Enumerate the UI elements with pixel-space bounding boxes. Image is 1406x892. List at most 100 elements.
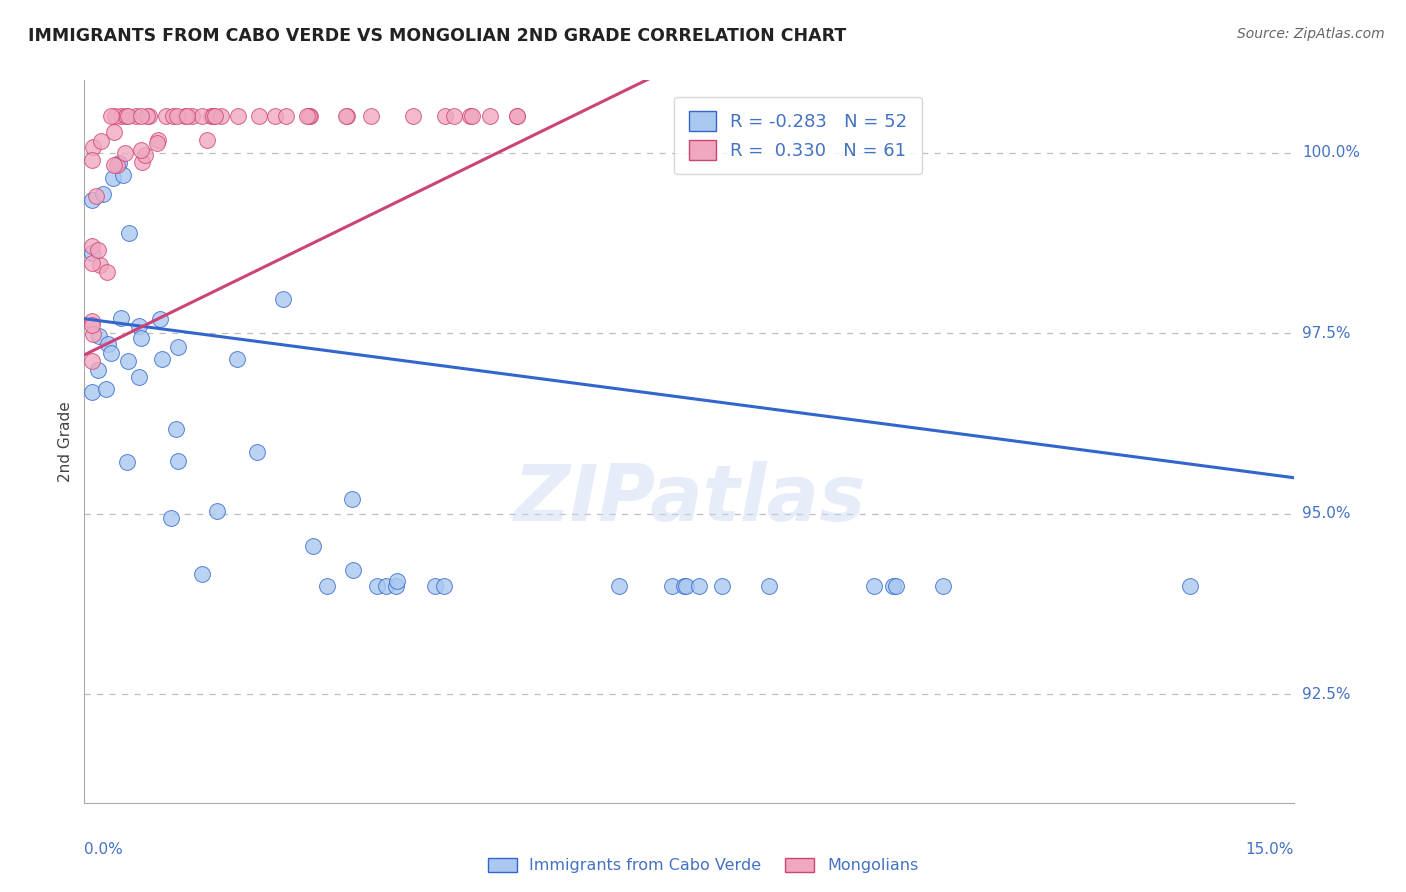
Point	[298, 109, 321, 123]
Point	[87, 329, 110, 343]
Point	[86, 243, 108, 257]
Point	[884, 579, 907, 593]
Point	[107, 158, 129, 172]
Point	[758, 579, 780, 593]
Point	[146, 136, 169, 150]
Point	[91, 187, 114, 202]
Point	[114, 146, 136, 161]
Point	[688, 579, 710, 593]
Point	[433, 579, 456, 593]
Point	[82, 140, 104, 154]
Point	[274, 109, 297, 123]
Text: 95.0%: 95.0%	[1302, 507, 1350, 521]
Point	[134, 148, 156, 162]
Point	[159, 511, 181, 525]
Point	[131, 109, 153, 123]
Point	[82, 353, 104, 368]
Point	[129, 143, 152, 157]
Point	[672, 579, 695, 593]
Point	[96, 382, 118, 396]
Point	[247, 109, 270, 123]
Point	[209, 109, 232, 123]
Point	[385, 574, 408, 589]
Legend: R = -0.283   N = 52, R =  0.330   N = 61: R = -0.283 N = 52, R = 0.330 N = 61	[675, 96, 922, 174]
Point	[117, 455, 139, 469]
Point	[166, 340, 188, 354]
Text: IMMIGRANTS FROM CABO VERDE VS MONGOLIAN 2ND GRADE CORRELATION CHART: IMMIGRANTS FROM CABO VERDE VS MONGOLIAN …	[28, 27, 846, 45]
Point	[103, 158, 125, 172]
Point	[82, 326, 104, 341]
Text: Source: ZipAtlas.com: Source: ZipAtlas.com	[1237, 27, 1385, 41]
Point	[195, 133, 218, 147]
Point	[443, 109, 465, 123]
Point	[128, 319, 150, 334]
Text: 97.5%: 97.5%	[1302, 326, 1350, 341]
Point	[298, 109, 321, 123]
Point	[87, 363, 110, 377]
Point	[191, 567, 214, 582]
Point	[166, 109, 188, 123]
Point	[82, 385, 104, 400]
Point	[264, 109, 287, 123]
Point	[97, 337, 120, 351]
Point	[607, 579, 630, 593]
Point	[129, 331, 152, 345]
Point	[461, 109, 484, 123]
Point	[340, 491, 363, 506]
Point	[297, 109, 319, 123]
Point	[200, 109, 222, 123]
Point	[82, 246, 104, 260]
Point	[932, 579, 955, 593]
Point	[882, 579, 904, 593]
Text: 0.0%: 0.0%	[84, 842, 124, 856]
Point	[505, 109, 527, 123]
Point	[100, 109, 122, 123]
Point	[82, 239, 104, 253]
Point	[101, 170, 124, 185]
Point	[82, 318, 104, 332]
Point	[165, 422, 187, 436]
Point	[675, 579, 697, 593]
Point	[112, 168, 135, 182]
Text: 100.0%: 100.0%	[1302, 145, 1360, 160]
Point	[246, 445, 269, 459]
Point	[201, 109, 224, 123]
Point	[384, 579, 406, 593]
Point	[173, 109, 195, 123]
Point	[336, 109, 359, 123]
Text: 15.0%: 15.0%	[1246, 842, 1294, 856]
Point	[138, 109, 160, 123]
Point	[301, 539, 323, 553]
Point	[710, 579, 733, 593]
Text: 92.5%: 92.5%	[1302, 687, 1350, 702]
Point	[360, 109, 382, 123]
Point	[191, 109, 214, 123]
Point	[226, 109, 249, 123]
Point	[96, 264, 118, 278]
Point	[84, 189, 107, 203]
Point	[114, 109, 136, 123]
Point	[108, 156, 131, 170]
Point	[458, 109, 481, 123]
Legend: Immigrants from Cabo Verde, Mongolians: Immigrants from Cabo Verde, Mongolians	[481, 851, 925, 880]
Point	[226, 351, 249, 366]
Point	[162, 109, 184, 123]
Point	[661, 579, 683, 593]
Point	[366, 579, 388, 593]
Point	[82, 314, 104, 328]
Point	[1180, 579, 1202, 593]
Point	[103, 125, 125, 139]
Point	[479, 109, 502, 123]
Point	[863, 579, 886, 593]
Point	[423, 579, 446, 593]
Point	[176, 109, 198, 123]
Point	[82, 153, 104, 167]
Point	[166, 454, 188, 468]
Point	[181, 109, 204, 123]
Point	[117, 226, 139, 240]
Point	[204, 109, 226, 123]
Point	[155, 109, 177, 123]
Y-axis label: 2nd Grade: 2nd Grade	[58, 401, 73, 482]
Point	[434, 109, 457, 123]
Point	[117, 354, 139, 368]
